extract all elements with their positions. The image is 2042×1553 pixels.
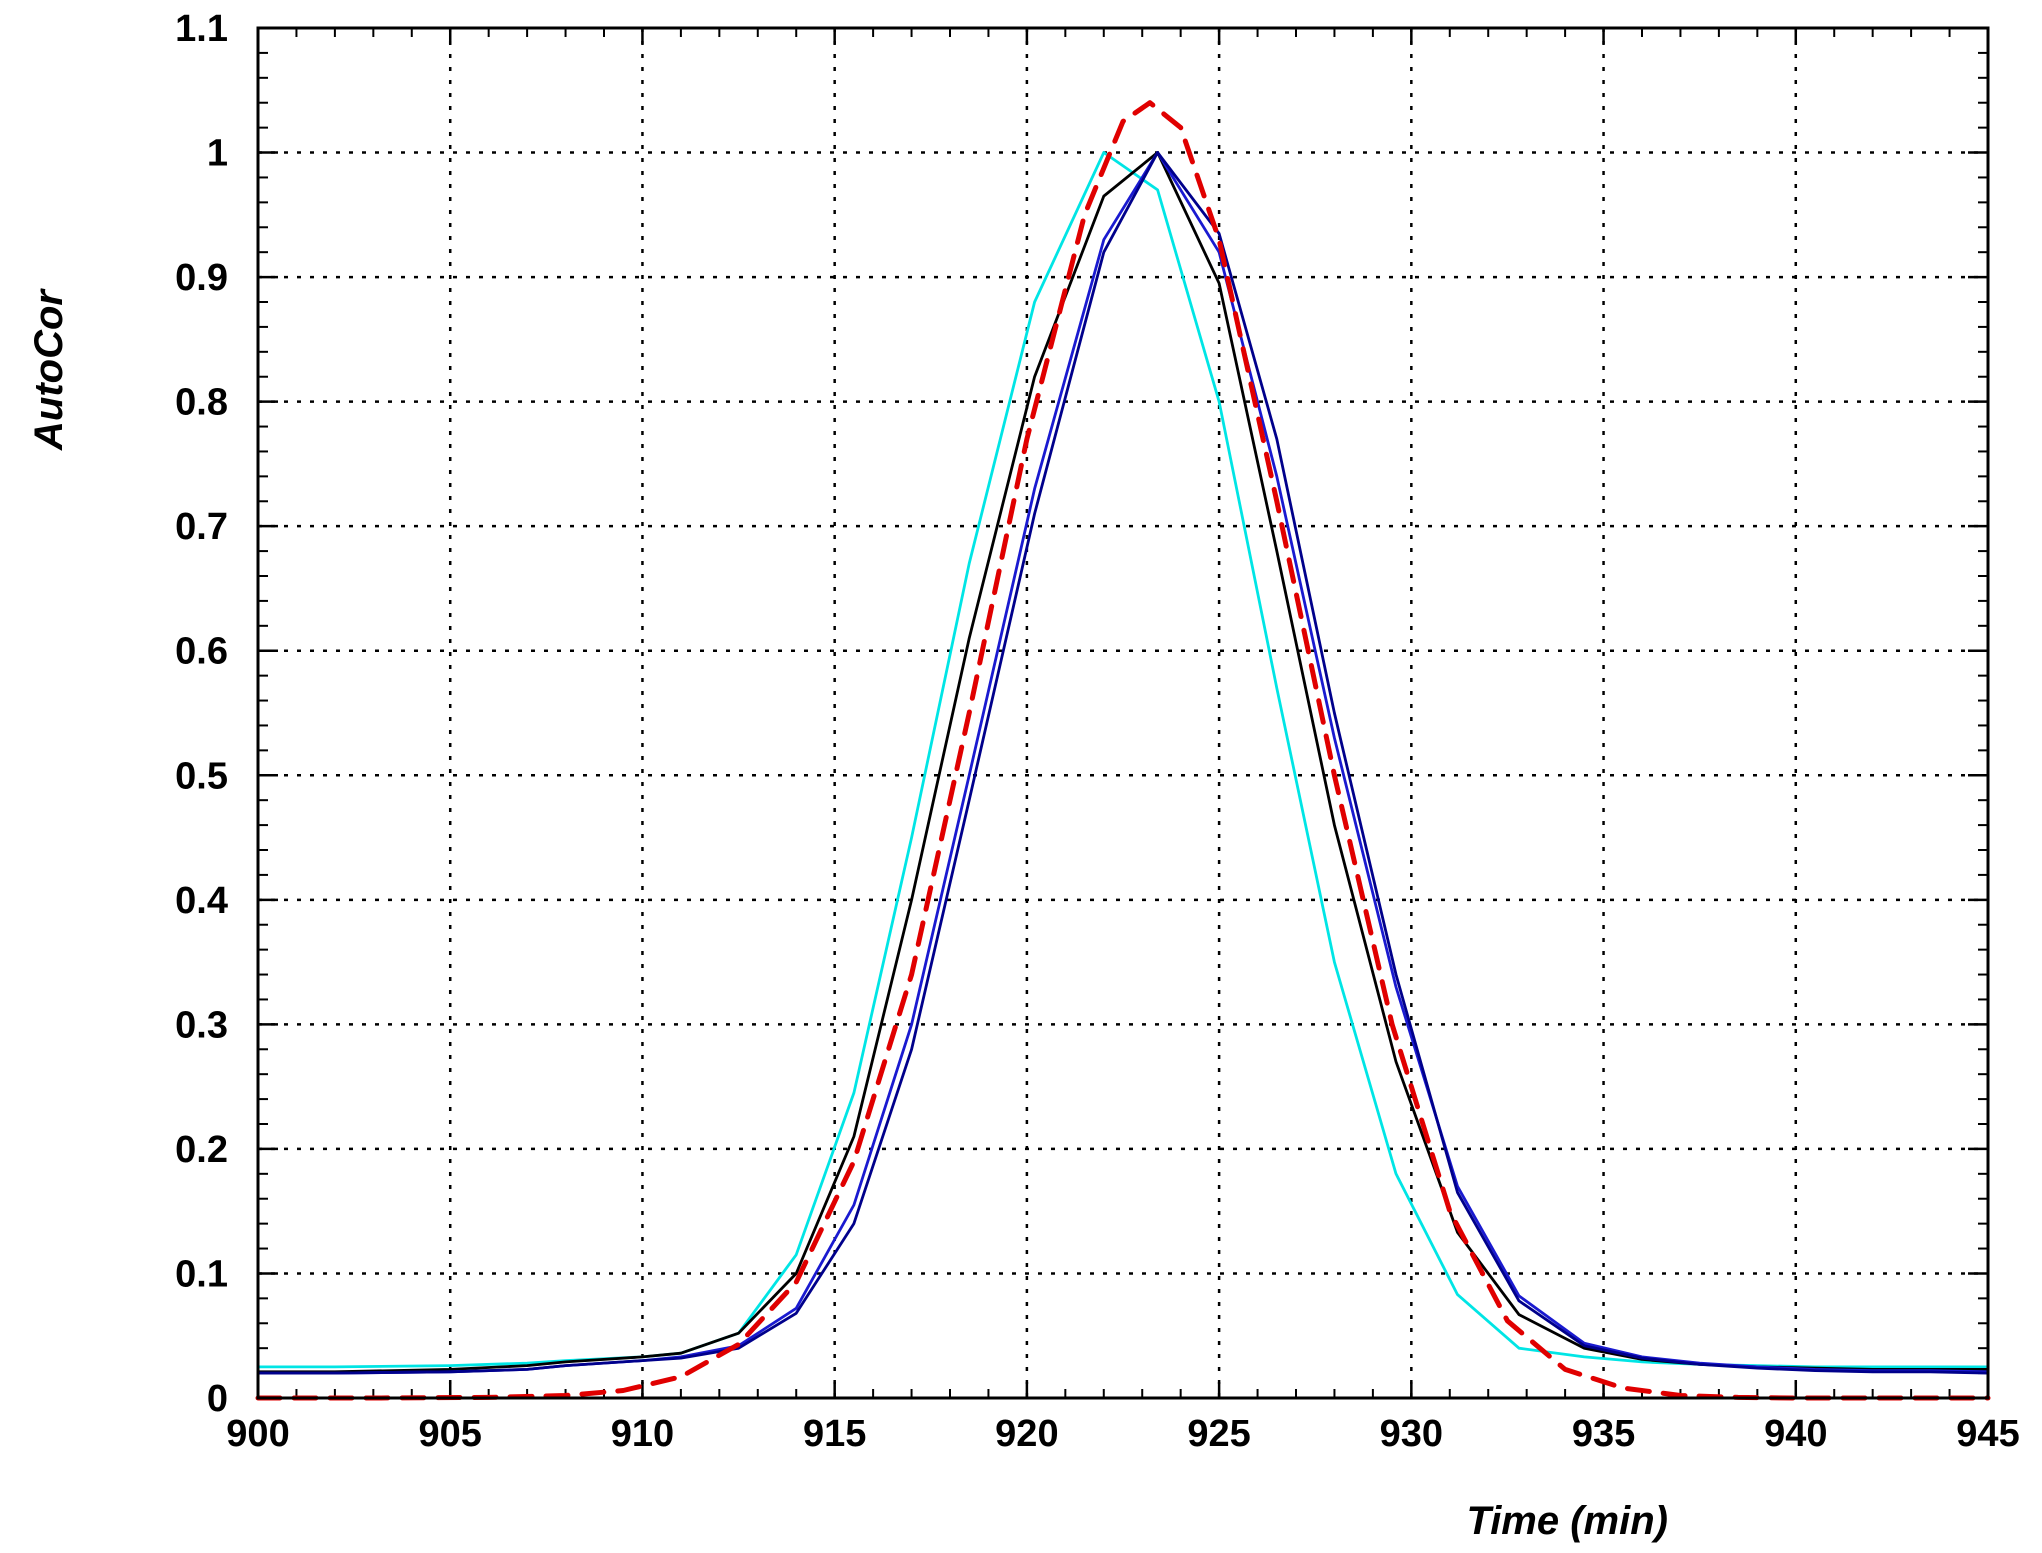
series-line-4 <box>256 151 1990 1375</box>
x-tick-label: 910 <box>611 1413 674 1455</box>
y-tick-label: 0.8 <box>175 382 228 424</box>
y-tick-label: 0.6 <box>175 631 228 673</box>
y-tick-label: 0.5 <box>175 755 228 797</box>
x-tick-label: 935 <box>1572 1413 1635 1455</box>
plot-frame <box>256 26 1990 1400</box>
x-tick-label: 945 <box>1956 1413 2019 1455</box>
y-axis-title: AutoCor <box>27 288 71 451</box>
tick-labels: 900 905 910 915 920 925 930 935 940 945 0 0.1 0.2 0.3… <box>175 8 2020 1455</box>
x-tick-label: 930 <box>1380 1413 1443 1455</box>
y-tick-label: 0.4 <box>175 880 228 922</box>
x-tick-label: 900 <box>226 1413 289 1455</box>
y-tick-label: 0.9 <box>175 257 228 299</box>
x-tick-label: 940 <box>1764 1413 1827 1455</box>
x-tick-label: 915 <box>803 1413 866 1455</box>
series-line-3 <box>256 151 1990 1375</box>
y-tick-label: 0.2 <box>175 1129 228 1171</box>
x-tick-label: 905 <box>419 1413 482 1455</box>
y-tick-label: 1.1 <box>175 8 228 50</box>
axis-ticks <box>256 26 1990 1400</box>
x-axis-title: Time (min) <box>1466 1499 1668 1543</box>
series-line-1 <box>256 151 1990 1369</box>
y-tick-label: 1 <box>207 133 228 175</box>
y-tick-label: 0.3 <box>175 1004 228 1046</box>
series-line-5 <box>255 100 1991 1401</box>
x-tick-label: 920 <box>995 1413 1058 1455</box>
x-tick-label: 925 <box>1187 1413 1250 1455</box>
grid <box>258 28 1988 1398</box>
y-tick-label: 0 <box>207 1378 228 1420</box>
y-tick-label: 0.1 <box>175 1253 228 1295</box>
series-lines <box>255 100 1991 1401</box>
series-line-2 <box>256 151 1990 1374</box>
y-tick-label: 0.7 <box>175 506 228 548</box>
